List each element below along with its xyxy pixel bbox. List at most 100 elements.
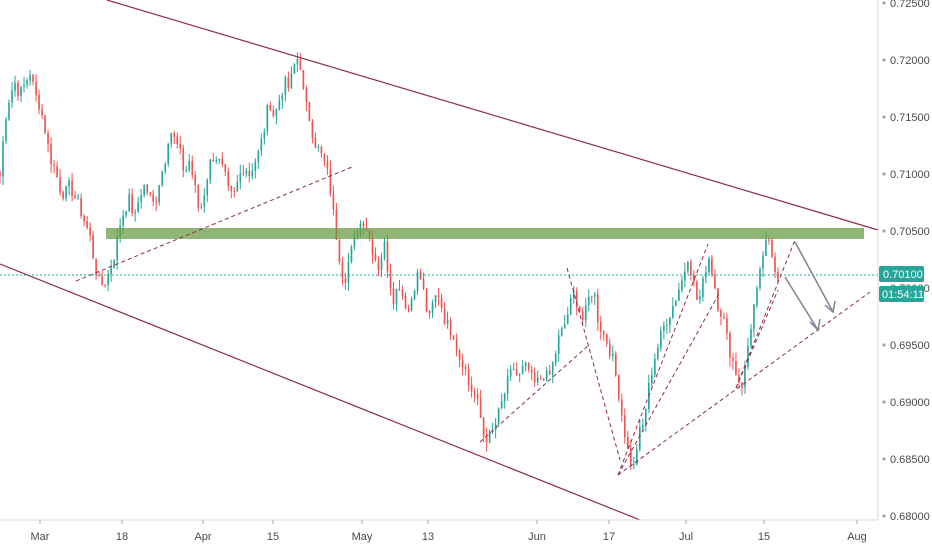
time-axis[interactable]: Mar 18 Apr 15 May 13 Jun 17 Jul 15 Aug xyxy=(0,519,878,543)
candle-up xyxy=(762,255,764,269)
resistance-zone[interactable] xyxy=(106,228,864,239)
candle-down xyxy=(173,133,176,137)
trendline-jun-jul-a[interactable] xyxy=(617,243,709,476)
candle-down xyxy=(602,331,605,334)
candle-down xyxy=(404,295,407,309)
candle-down xyxy=(95,258,97,276)
candle-up xyxy=(524,363,527,367)
candle-up xyxy=(68,180,70,187)
candle-down xyxy=(626,437,629,448)
channel-upper-line[interactable] xyxy=(106,0,879,231)
candle-down xyxy=(548,370,551,375)
candle-down xyxy=(392,288,395,305)
candle-down xyxy=(212,159,215,162)
candle-down xyxy=(425,288,428,311)
trendline-mar-apr[interactable] xyxy=(75,166,353,282)
trendline-long-support[interactable] xyxy=(617,291,871,476)
price-tick-mark xyxy=(882,172,886,176)
candle-down xyxy=(176,136,179,144)
candle-down xyxy=(242,173,245,175)
candle-up xyxy=(503,393,506,401)
candle-up xyxy=(410,298,413,311)
candle-up xyxy=(23,85,25,88)
candle-up xyxy=(687,261,689,272)
candle-up xyxy=(500,400,503,409)
candle-down xyxy=(617,375,620,400)
candle-up xyxy=(254,161,257,172)
candle-down xyxy=(720,310,722,317)
forecast-arrow-2[interactable] xyxy=(794,241,836,314)
candle-down xyxy=(449,319,452,336)
candle-down xyxy=(182,148,185,171)
candle-down xyxy=(777,271,779,281)
candle-down xyxy=(596,294,599,322)
candle-up xyxy=(518,374,521,376)
candle-up xyxy=(263,131,266,139)
candle-down xyxy=(0,171,1,177)
candle-up xyxy=(140,195,143,203)
candle-down xyxy=(377,259,380,270)
candle-up xyxy=(77,198,79,200)
candle-up xyxy=(678,289,680,301)
candle-down xyxy=(443,307,446,324)
candle-down xyxy=(458,350,461,360)
price-tick-mark xyxy=(882,58,886,62)
forecast-arrow-1[interactable] xyxy=(784,276,821,332)
candle-up xyxy=(161,171,164,186)
candle-up xyxy=(645,409,647,425)
candle-up xyxy=(584,305,587,321)
candle-up xyxy=(488,431,491,443)
candle-up xyxy=(684,271,686,281)
candle-up xyxy=(569,298,572,315)
candle-up xyxy=(20,87,22,96)
candle-down xyxy=(768,239,770,241)
candle-up xyxy=(747,346,749,367)
candle-up xyxy=(563,323,566,329)
candle-down xyxy=(149,192,152,195)
candle-down xyxy=(479,398,482,418)
candle-up xyxy=(611,353,614,357)
candle-up xyxy=(257,150,260,162)
candle-up xyxy=(128,194,130,212)
candle-down xyxy=(230,185,233,192)
candle-up xyxy=(296,58,299,65)
candle-up xyxy=(107,273,109,286)
trendline-may-jun[interactable] xyxy=(479,343,591,443)
price-tick-label: 0.68000 xyxy=(890,511,930,523)
candle-down xyxy=(299,58,302,70)
candle-up xyxy=(663,325,665,331)
candle-up xyxy=(251,171,254,176)
candle-down xyxy=(56,165,58,178)
candle-up xyxy=(632,464,635,466)
time-tick-label: Mar xyxy=(31,531,50,543)
price-tick-mark xyxy=(882,400,886,404)
trendline-jul-b[interactable] xyxy=(735,289,779,389)
candle-up xyxy=(209,159,212,181)
candle-up xyxy=(26,80,28,86)
candle-down xyxy=(455,339,458,351)
candle-down xyxy=(374,254,377,260)
candle-down xyxy=(407,308,410,311)
candle-down xyxy=(221,158,224,165)
price-tick-mark xyxy=(882,343,886,347)
trendline-jun-peak[interactable] xyxy=(566,267,621,461)
candle-up xyxy=(512,368,515,370)
candle-up xyxy=(660,330,662,348)
price-axis[interactable]: 0.725000.720000.715000.710000.705000.700… xyxy=(877,0,930,523)
candle-up xyxy=(521,366,524,375)
candle-down xyxy=(620,399,623,416)
candle-up xyxy=(545,370,548,380)
candle-up xyxy=(506,376,509,394)
candle-down xyxy=(599,321,602,332)
candle-down xyxy=(35,81,37,95)
candle-down xyxy=(47,133,49,145)
candle-down xyxy=(732,357,734,362)
candle-down xyxy=(440,297,443,308)
candle-up xyxy=(642,424,644,428)
price-tick-label: 0.69500 xyxy=(890,340,930,352)
trendline-jul-a[interactable] xyxy=(735,239,796,389)
channel-lower-line[interactable] xyxy=(0,263,641,521)
candle-down xyxy=(332,193,335,210)
candle-up xyxy=(431,302,434,314)
